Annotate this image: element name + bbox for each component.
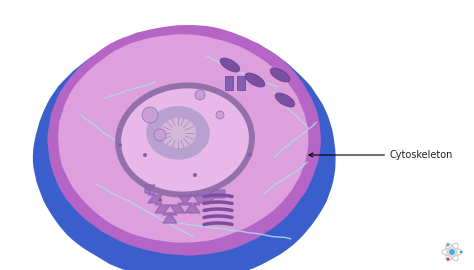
Ellipse shape: [245, 73, 265, 87]
Circle shape: [447, 258, 449, 261]
Circle shape: [193, 173, 197, 177]
Circle shape: [154, 129, 166, 141]
Polygon shape: [59, 35, 308, 242]
Circle shape: [447, 244, 449, 247]
Bar: [225, 76, 233, 90]
Circle shape: [143, 153, 147, 157]
Circle shape: [216, 111, 224, 119]
Circle shape: [118, 143, 122, 147]
Circle shape: [142, 107, 158, 123]
Polygon shape: [161, 118, 195, 147]
Ellipse shape: [220, 58, 240, 72]
Circle shape: [449, 249, 455, 255]
Text: Cytoskeleton: Cytoskeleton: [309, 150, 453, 160]
Ellipse shape: [275, 93, 295, 107]
Circle shape: [158, 198, 162, 202]
Ellipse shape: [270, 68, 290, 82]
Circle shape: [459, 251, 463, 254]
Polygon shape: [147, 107, 209, 159]
Ellipse shape: [115, 82, 255, 198]
Bar: [237, 76, 245, 90]
Polygon shape: [48, 26, 320, 255]
Polygon shape: [34, 30, 335, 270]
Circle shape: [195, 90, 205, 100]
Circle shape: [248, 153, 252, 157]
Polygon shape: [145, 185, 225, 223]
Ellipse shape: [121, 88, 249, 192]
